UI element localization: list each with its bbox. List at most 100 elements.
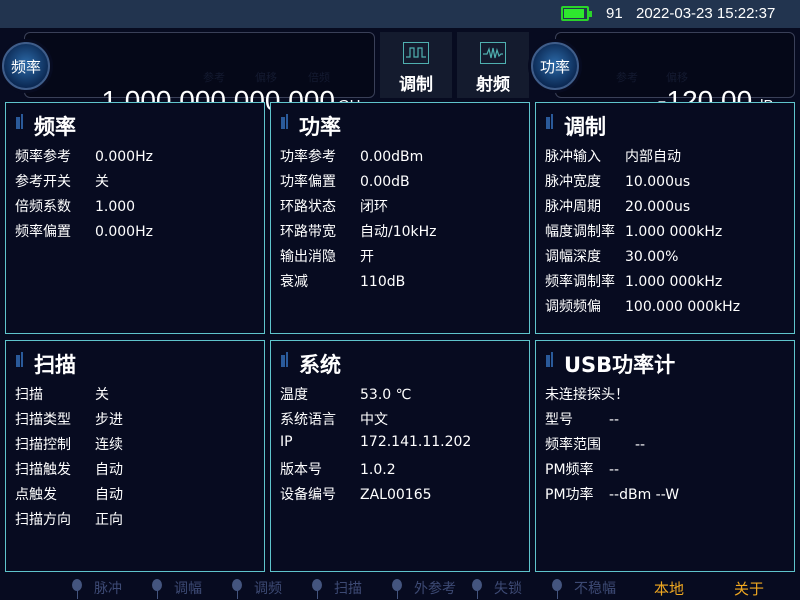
param-row[interactable]: 环路带宽 自动/10kHz <box>280 221 437 246</box>
panel-frequency[interactable]: 频率频率参考 0.000Hz 参考开关 关倍频系数 1.000 频率偏置 0.000Hz <box>5 102 265 334</box>
param-row[interactable]: 功率偏置 0.00dB <box>280 171 437 196</box>
param-label: 扫描 <box>15 387 43 403</box>
power-display[interactable]: 参考 偏移 -120.00dBm <box>555 32 795 116</box>
indicator-led-icon <box>152 579 162 591</box>
param-value: 20.000us <box>625 199 691 215</box>
dim-label: 倍频 <box>308 71 330 84</box>
param-row[interactable]: 功率参考 0.00dBm <box>280 146 437 171</box>
param-row[interactable]: 频率偏置 0.000Hz <box>15 221 153 246</box>
panel-title: 频率 <box>34 115 76 139</box>
param-row[interactable]: 输出消隐 开 <box>280 246 437 271</box>
power-badge-button[interactable]: 功率 <box>531 42 579 90</box>
battery-icon <box>561 6 592 21</box>
param-row[interactable]: 环路状态 闭环 <box>280 196 437 221</box>
param-label: 脉冲输入 <box>545 149 601 165</box>
param-label: 频率范围 <box>545 437 601 453</box>
param-label: 参考开关 <box>15 174 71 190</box>
param-row[interactable]: 倍频系数 1.000 <box>15 196 153 221</box>
param-row[interactable]: 频率范围 -- <box>545 434 679 459</box>
param-row[interactable]: 脉冲周期 20.000us <box>545 196 740 221</box>
panel-title: 扫描 <box>34 353 76 377</box>
param-label: 倍频系数 <box>15 199 71 215</box>
param-row[interactable]: 频率调制率 1.000 000kHz <box>545 271 740 296</box>
rf-label: 射频 <box>476 75 510 95</box>
rf-button[interactable]: 射频 <box>457 32 529 98</box>
panel-system[interactable]: 系统温度 53.0 ℃ 系统语言 中文 IP 172.141.11.202 版本号 1.0.2… <box>270 340 530 572</box>
param-value: 110dB <box>360 274 406 290</box>
param-row[interactable]: 扫描控制 连续 <box>15 434 123 459</box>
param-row[interactable]: 系统语言 中文 <box>280 409 471 434</box>
frequency-display[interactable]: 参考 偏移 倍频 1.000 000 000 000GHz <box>24 32 375 116</box>
status-footer: 本地 关于 脉冲 调幅 调频 扫描 外参考 失锁 不稳幅 <box>0 577 800 599</box>
param-value: ZAL00165 <box>360 487 432 503</box>
param-row[interactable]: 脉冲输入 内部自动 <box>545 146 740 171</box>
panel-usb-power-meter[interactable]: USB功率计 未连接探头！ 型号 -- 频率范围 -- PM频率 -- PM功率 --dBm --… <box>535 340 795 572</box>
param-row[interactable]: 频率参考 0.000Hz <box>15 146 153 171</box>
param-value: 内部自动 <box>625 149 681 165</box>
param-label: 调频频偏 <box>545 299 601 315</box>
panel-title: 系统 <box>299 353 341 377</box>
param-row[interactable]: 脉冲宽度 10.000us <box>545 171 740 196</box>
panel-title: 功率 <box>299 115 341 139</box>
panel-marker-icon <box>281 352 288 367</box>
param-label: 脉冲周期 <box>545 199 601 215</box>
param-value: 开 <box>360 249 374 265</box>
param-value: 0.00dBm <box>360 149 424 165</box>
param-row[interactable]: 调频频偏 100.000 000kHz <box>545 296 740 321</box>
modulation-button[interactable]: 调制 <box>380 32 452 98</box>
param-value: --dBm --W <box>609 487 680 503</box>
param-label: 设备编号 <box>280 487 336 503</box>
param-label: IP <box>280 434 293 450</box>
param-row[interactable]: 幅度调制率 1.000 000kHz <box>545 221 740 246</box>
param-row[interactable]: PM功率 --dBm --W <box>545 484 679 509</box>
dim-label: 参考 <box>616 71 638 84</box>
param-row[interactable]: 扫描 关 <box>15 384 123 409</box>
about-button[interactable]: 关于 <box>734 580 765 598</box>
param-value: 1.000 000kHz <box>625 274 723 290</box>
param-value: 步进 <box>95 412 123 428</box>
param-row[interactable]: 调幅深度 30.00% <box>545 246 740 271</box>
param-row[interactable]: 扫描方向 正向 <box>15 509 123 534</box>
frequency-badge-button[interactable]: 频率 <box>2 42 50 90</box>
param-row[interactable]: 点触发 自动 <box>15 484 123 509</box>
param-label: 频率参考 <box>15 149 71 165</box>
param-row[interactable]: IP 172.141.11.202 <box>280 434 471 459</box>
indicator-led-icon <box>392 579 402 591</box>
param-value: 1.0.2 <box>360 462 396 478</box>
param-row[interactable]: 温度 53.0 ℃ <box>280 384 471 409</box>
param-value: -- <box>609 412 620 428</box>
local-button[interactable]: 本地 <box>654 580 685 598</box>
param-row[interactable]: 未连接探头！ <box>545 384 679 409</box>
param-value: 1.000 000kHz <box>625 224 723 240</box>
param-row[interactable]: 型号 -- <box>545 409 679 434</box>
param-row[interactable]: 扫描类型 步进 <box>15 409 123 434</box>
panel-modulation[interactable]: 调制 脉冲输入 内部自动 脉冲宽度 10.000us 脉冲周期 20.000us 幅度调制率 1… <box>535 102 795 334</box>
param-row[interactable]: 设备编号 ZAL00165 <box>280 484 471 509</box>
param-label: PM功率 <box>545 487 594 503</box>
param-value: 自动 <box>95 487 123 503</box>
param-label: 扫描类型 <box>15 412 71 428</box>
datetime: 2022-03-23 15:22:37 <box>636 5 776 22</box>
param-label: 环路状态 <box>280 199 336 215</box>
panel-marker-icon <box>281 114 288 129</box>
panel-power[interactable]: 功率功率参考 0.00dBm 功率偏置 0.00dB 环路状态 闭环 环路带宽 自动/10kH… <box>270 102 530 334</box>
param-row[interactable]: 扫描触发 自动 <box>15 459 123 484</box>
param-value: 自动 <box>95 462 123 478</box>
param-label: 频率偏置 <box>15 224 71 240</box>
param-row[interactable]: 参考开关 关 <box>15 171 153 196</box>
param-row[interactable]: PM频率 -- <box>545 459 679 484</box>
param-value: 中文 <box>360 412 388 428</box>
param-label: 幅度调制率 <box>545 224 615 240</box>
param-label: 调幅深度 <box>545 249 601 265</box>
param-row[interactable]: 衰减 110dB <box>280 271 437 296</box>
param-label: 输出消隐 <box>280 249 336 265</box>
param-label: 脉冲宽度 <box>545 174 601 190</box>
indicator-led-icon <box>552 579 562 591</box>
param-value: 关 <box>95 174 109 190</box>
param-value: 0.00dB <box>360 174 410 190</box>
panel-title: USB功率计 <box>564 353 676 377</box>
indicator-led-icon <box>72 579 82 591</box>
param-row[interactable]: 版本号 1.0.2 <box>280 459 471 484</box>
panel-sweep[interactable]: 扫描 扫描关扫描类型 步进 扫描控制 连续 扫描触发 自动 点触发 自动 扫描方向 正向 <box>5 340 265 572</box>
param-label: 版本号 <box>280 462 322 478</box>
